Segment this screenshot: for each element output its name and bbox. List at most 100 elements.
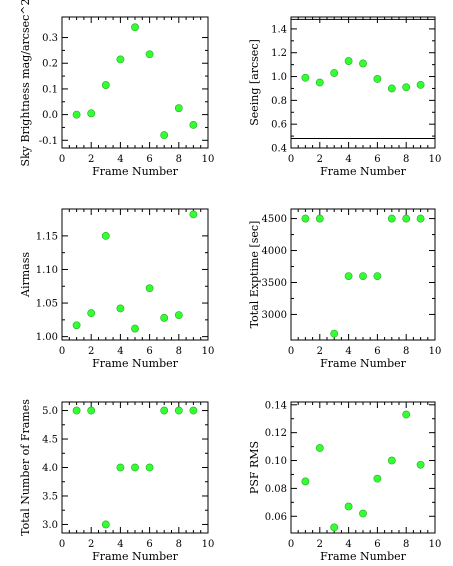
data-point (87, 309, 96, 318)
chart-panel-6: 0 2 4 6 8 10 0.06 0.08 0.10 0.12 0.14 Frame Number P… (248, 400, 441, 563)
data-point (87, 109, 96, 118)
y-axis-label: Airmass (19, 252, 32, 298)
x-tick-label: 2 (317, 539, 323, 550)
y-tick-label: 4000 (262, 246, 287, 257)
chart-panel-1: 0 2 4 6 8 10 -0.1 0.0 0.1 0.2 0.3 Frame Number Sky B… (19, 0, 214, 178)
data-point (330, 329, 339, 338)
x-axis-label: Frame Number (92, 550, 179, 563)
x-tick-label: 10 (202, 154, 215, 165)
y-tick-label: 0.06 (265, 512, 287, 523)
y-tick-label: 3.0 (42, 520, 58, 531)
chart-panel-5: 0 2 4 6 8 10 3.0 3.5 4.0 4.5 5.0 Frame Number Total … (19, 399, 214, 563)
x-tick-label: 4 (117, 539, 123, 550)
x-tick-label: 4 (345, 154, 351, 165)
data-point (160, 313, 169, 322)
x-tick-label: 0 (288, 154, 294, 165)
data-point (315, 78, 324, 87)
y-tick-label: 5.0 (42, 406, 58, 417)
y-tick-label: 0.10 (265, 456, 287, 467)
chart-panel-3: 0 2 4 6 8 10 1.00 1.05 1.10 1.15 Frame Number Airma… (19, 208, 215, 370)
y-tick-label: 0.3 (42, 33, 58, 44)
data-point (387, 214, 396, 223)
data-point (330, 69, 339, 77)
y-axis-label: Seeing [arcsec] (248, 39, 261, 126)
x-tick-label: 0 (288, 539, 294, 550)
x-axis-label: Frame Number (92, 357, 179, 370)
y-tick-label: -0.1 (39, 136, 58, 147)
y-tick-label: 1.0 (271, 72, 287, 83)
data-point (174, 406, 183, 415)
y-axis-label: PSF RMS (248, 441, 261, 494)
data-point (344, 57, 353, 65)
x-axis-label: Frame Number (92, 165, 179, 178)
data-point (189, 120, 198, 129)
y-tick-label: 0.6 (271, 120, 287, 131)
data-point (373, 75, 382, 83)
chart-panel-4: 0 2 4 6 8 10 3000 3500 4000 4500 Frame Number Total… (248, 208, 442, 370)
data-point (359, 59, 367, 68)
y-tick-label: 3500 (262, 278, 287, 289)
x-tick-label: 2 (88, 346, 94, 357)
x-tick-label: 0 (59, 346, 65, 357)
x-tick-label: 2 (88, 539, 94, 550)
x-axis-label: Frame Number (320, 357, 407, 370)
data-point (344, 272, 353, 280)
x-tick-label: 10 (429, 539, 442, 550)
x-tick-label: 8 (403, 346, 409, 357)
x-tick-label: 8 (176, 154, 182, 165)
x-tick-label: 4 (345, 539, 351, 550)
x-tick-label: 4 (117, 154, 123, 165)
x-tick-label: 4 (117, 346, 123, 357)
x-tick-label: 10 (429, 154, 442, 165)
x-tick-label: 10 (429, 346, 442, 357)
data-point (416, 460, 425, 469)
x-tick-label: 2 (88, 154, 94, 165)
data-point (87, 406, 96, 415)
data-point (402, 83, 411, 92)
x-tick-label: 8 (176, 346, 182, 357)
data-point (101, 231, 110, 240)
data-point (373, 474, 382, 483)
data-point (416, 214, 425, 223)
x-tick-label: 6 (146, 539, 152, 550)
y-axis-label: Sky Brightness mag/arcsec^2 (19, 0, 32, 166)
data-point (101, 520, 110, 529)
y-tick-label: 0.0 (42, 110, 58, 121)
data-point (145, 50, 154, 59)
y-tick-label: 4500 (262, 214, 287, 225)
y-axis-label: Total Number of Frames (19, 399, 32, 536)
x-tick-label: 6 (146, 346, 152, 357)
y-tick-label: 1.2 (271, 48, 287, 59)
data-point (131, 23, 139, 32)
data-point (72, 321, 81, 330)
y-tick-label: 1.00 (36, 332, 58, 343)
data-point (315, 444, 324, 452)
y-tick-label: 3.5 (42, 491, 58, 502)
y-axis-label: Total Exptime [sec] (248, 221, 261, 329)
data-point (72, 406, 81, 415)
y-tick-label: 0.8 (271, 96, 287, 107)
data-point (145, 463, 154, 472)
x-tick-label: 8 (176, 539, 182, 550)
data-point (131, 324, 139, 333)
data-point (301, 477, 310, 486)
data-point (359, 509, 367, 518)
y-tick-label: 4.5 (42, 435, 58, 446)
x-tick-label: 2 (317, 154, 323, 165)
x-axis-label: Frame Number (320, 550, 407, 563)
x-tick-label: 10 (202, 346, 215, 357)
x-tick-label: 8 (403, 154, 409, 165)
data-point (402, 214, 411, 223)
data-point (359, 272, 367, 280)
x-tick-label: 6 (146, 154, 152, 165)
x-tick-label: 8 (403, 539, 409, 550)
x-tick-label: 0 (59, 539, 65, 550)
data-point (101, 81, 110, 89)
data-point (189, 406, 198, 415)
data-point (315, 214, 324, 223)
y-tick-label: 1.4 (271, 24, 287, 35)
y-tick-label: 1.05 (36, 299, 58, 310)
data-point (387, 84, 396, 93)
data-point (174, 104, 183, 113)
